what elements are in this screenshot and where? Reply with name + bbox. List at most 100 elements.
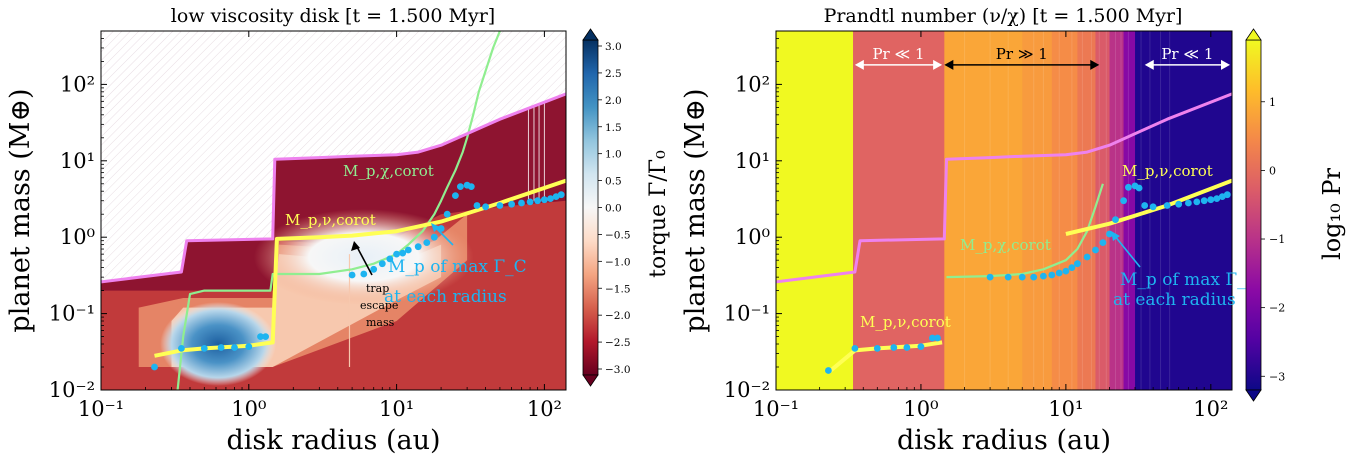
max-torque-point	[1141, 202, 1149, 209]
max-torque-point	[851, 345, 859, 352]
max-torque-point	[1040, 272, 1047, 280]
regime-label: Pr ≪ 1	[872, 45, 924, 63]
max-torque-point	[534, 197, 541, 205]
max-torque-point	[423, 239, 431, 247]
y-axis-label: planet mass (M⊕)	[5, 88, 36, 332]
torque-colorbar-label: torque Γ/Γ₀	[646, 150, 671, 278]
torque-panel-title: low viscosity disk [t = 1.500 Myr]	[171, 5, 495, 27]
max-torque-point	[1207, 196, 1215, 204]
regime-arrowhead-left	[1144, 59, 1154, 70]
nu-corot-label-inner: M_p,ν,corot	[860, 313, 951, 331]
prandtl-band	[1077, 31, 1096, 390]
y-tick-label: 10⁻²	[724, 378, 770, 402]
max-torque-point	[1062, 267, 1070, 275]
colorbar-extend-top	[582, 28, 599, 41]
max-torque-point	[1106, 230, 1113, 238]
colorbar-tick-label: −0.5	[605, 229, 631, 241]
max-torque-point	[1099, 239, 1107, 247]
colorbar-tick-label: 3.0	[605, 41, 622, 53]
trap-escape-label: trap escape mass	[360, 282, 402, 329]
max-torque-point	[1175, 200, 1183, 208]
max-torque-point	[1055, 269, 1063, 277]
max-torque-point	[443, 210, 451, 218]
colorbar-tick-label: 1	[1269, 96, 1276, 109]
colorbar-tick-label: −1.0	[605, 256, 631, 268]
y-tick-label: 10⁻¹	[49, 302, 95, 326]
max-torque-point	[873, 345, 881, 352]
max-torque-label: M_p of max Γ_C at each radius	[384, 257, 532, 307]
max-torque-point	[245, 343, 253, 350]
colorbar-tick-label: 0.5	[605, 176, 622, 188]
nu-corot-label: M_p,ν,corot	[285, 211, 376, 229]
torque-colorbar: 3.0 2.5 2.0 1.5 1.0 0.5 0.0 −0.5 −1.0 −1.5 −2.0 −2.…	[582, 28, 631, 387]
x-axis-label: disk radius (au)	[897, 425, 1111, 456]
colorbar-tick-label: −1	[1269, 233, 1285, 246]
max-torque-point	[386, 255, 394, 263]
prandtl-band	[1051, 31, 1078, 390]
max-torque-point	[1004, 273, 1012, 281]
max-torque-point	[1048, 271, 1056, 279]
torque-panel-series	[101, 31, 566, 390]
prandtl-panel-title: Prandtl number (ν/χ) [t = 1.500 Myr]	[824, 5, 1183, 27]
colorbar-extend-top	[1245, 28, 1262, 41]
max-torque-point	[1112, 216, 1119, 224]
prandtl-colorbar: 1 0 −1 −2 −3	[1245, 28, 1285, 402]
max-torque-point	[1193, 198, 1201, 206]
max-torque-point	[457, 183, 464, 191]
regime-arrowhead-right	[1090, 59, 1100, 70]
zero-torque-blob	[253, 209, 474, 306]
regime-label: Pr ≫ 1	[996, 45, 1048, 63]
max-torque-point	[541, 196, 548, 204]
max-torque-point	[482, 203, 489, 211]
series-line-upper-boundary	[776, 92, 1232, 284]
colorbar-tick-label: −1.5	[605, 283, 631, 295]
max-torque-point	[399, 249, 407, 257]
max-torque-label-line1: M_p of max Γ_C	[1120, 270, 1259, 290]
y-tick-label: 10¹	[735, 149, 770, 173]
max-torque-point	[1223, 191, 1231, 199]
y-tick-label: 10⁰	[60, 225, 95, 249]
regime-arrowhead-left	[854, 59, 864, 70]
colorbar-tick-label: 1.5	[605, 122, 622, 134]
max-torque-point	[1135, 184, 1143, 192]
x-axis-label: disk radius (au)	[226, 425, 440, 456]
trap-escape-arrow	[355, 244, 373, 276]
series-line-m-p-corot	[154, 178, 566, 358]
max-torque-point	[360, 270, 368, 278]
series-line-m-p-corot-outer-	[1065, 178, 1232, 236]
x-tick-label: 10²	[1193, 397, 1228, 421]
max-torque-point	[231, 344, 238, 351]
y-tick-label: 10¹	[60, 149, 95, 173]
prandtl-band	[776, 31, 854, 390]
max-torque-point	[348, 271, 356, 279]
prandtl-band	[1095, 31, 1111, 390]
max-torque-point	[1125, 183, 1132, 191]
y-tick-label: 10⁰	[735, 225, 770, 249]
max-torque-point	[557, 191, 565, 199]
x-tick-label: 10⁻¹	[78, 397, 124, 421]
max-torque-label: M_p of max Γ_C at each radius	[1113, 270, 1264, 310]
prandtl-band	[1022, 31, 1053, 390]
max-torque-point	[414, 243, 422, 251]
max-torque-point	[903, 344, 911, 351]
max-torque-point	[929, 334, 936, 342]
colorbar-extend-bottom	[1245, 389, 1262, 402]
max-torque-point	[825, 367, 832, 374]
torque-plot-frame	[100, 30, 567, 391]
max-torque-point	[1163, 202, 1171, 209]
max-torque-point	[430, 233, 438, 241]
max-torque-point	[934, 334, 941, 342]
colorbar-tick-label: −2.0	[605, 310, 631, 322]
trap-escape-label-line2: escape	[360, 299, 398, 312]
colorbar-tick-label: 1.0	[605, 149, 622, 161]
y-axis-label: planet mass (M⊕)	[680, 88, 711, 332]
max-torque-point	[1149, 203, 1157, 211]
max-torque-point	[890, 344, 898, 351]
max-torque-point	[1030, 273, 1038, 281]
prandtl-colorbar-label: log₁₀ Pr	[1318, 167, 1346, 260]
max-torque-point	[151, 363, 158, 371]
max-torque-point	[1083, 253, 1091, 261]
colorbar-tick-label: 0.0	[605, 203, 622, 215]
